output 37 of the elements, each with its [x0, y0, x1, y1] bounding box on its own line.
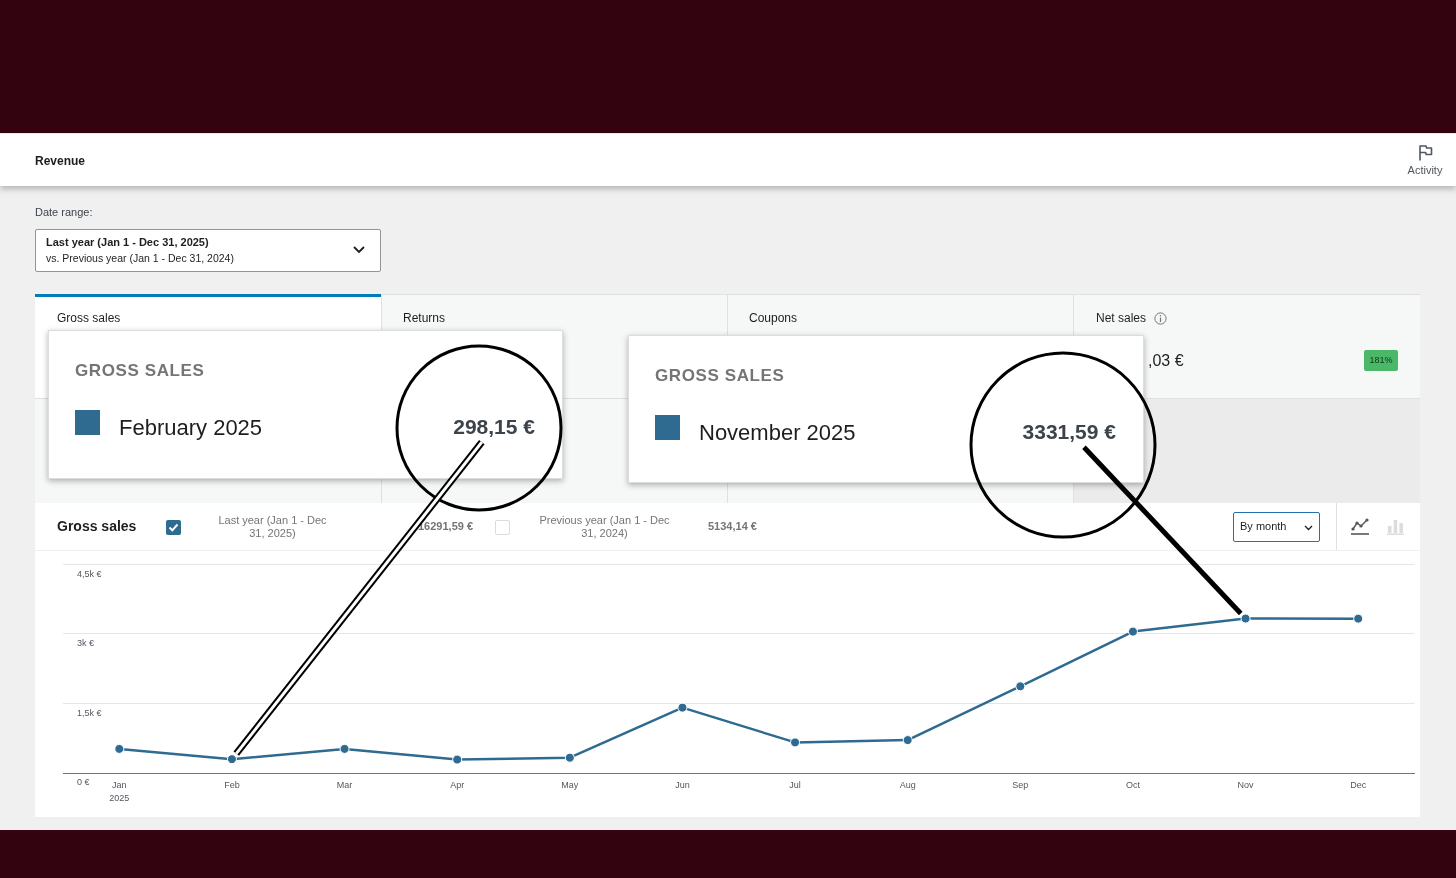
chart-title: Gross sales — [57, 518, 137, 535]
text: Last year (Jan 1 - Dec 31, 2025) — [46, 236, 209, 250]
x-tick-label: Jul — [789, 780, 801, 791]
text: Coupons — [749, 311, 798, 326]
text: Date range: — [35, 206, 93, 220]
text: By month — [1240, 520, 1287, 534]
x-tick-label: Feb — [224, 780, 240, 791]
text: Activity — [1406, 164, 1444, 178]
text: Net sales — [1096, 311, 1147, 326]
text: Revenue — [35, 154, 86, 169]
x-tick-label: Mar — [336, 780, 353, 791]
x-tick-label: Sep — [1012, 780, 1029, 791]
y-tick-label: 4,5k € — [77, 568, 102, 579]
text: 181% — [1364, 350, 1398, 371]
x-tick-label: Apr — [450, 780, 465, 791]
text: Last year (Jan 1 - Dec 31, 2025) — [217, 514, 328, 540]
text: vs. Previous year (Jan 1 - Dec 31, 2024) — [46, 252, 234, 265]
annotation: 298,15 € — [453, 414, 535, 440]
x-tick-label: Jun — [675, 780, 690, 791]
x-tick-label: May — [561, 780, 579, 791]
text: ,03 € — [1148, 351, 1184, 371]
text: 5134,14 € — [708, 520, 757, 534]
tooltip: GROSS SALES February 2025 298,15 € — [48, 330, 563, 479]
x-tick-label: Nov — [1237, 780, 1255, 791]
text: Gross sales — [57, 311, 121, 326]
x-tick-label: Aug — [899, 780, 916, 791]
y-tick-label: 1,5k € — [77, 707, 102, 718]
x-tick-label: Dec — [1350, 780, 1367, 791]
y-tick-label: 3k € — [77, 638, 95, 649]
text: Previous year (Jan 1 - Dec 31, 2024) — [538, 514, 671, 540]
x-tick-label: Oct — [1125, 780, 1141, 791]
y-tick-label: 0 € — [77, 777, 90, 788]
text: Returns — [403, 311, 446, 326]
annotation: 3331,59 € — [1022, 419, 1116, 445]
tooltip: GROSS SALES November 2025 3331,59 € — [628, 335, 1144, 483]
text: 16291,59 € — [418, 520, 474, 534]
x-tick-label: Jan 2025 — [109, 780, 130, 804]
